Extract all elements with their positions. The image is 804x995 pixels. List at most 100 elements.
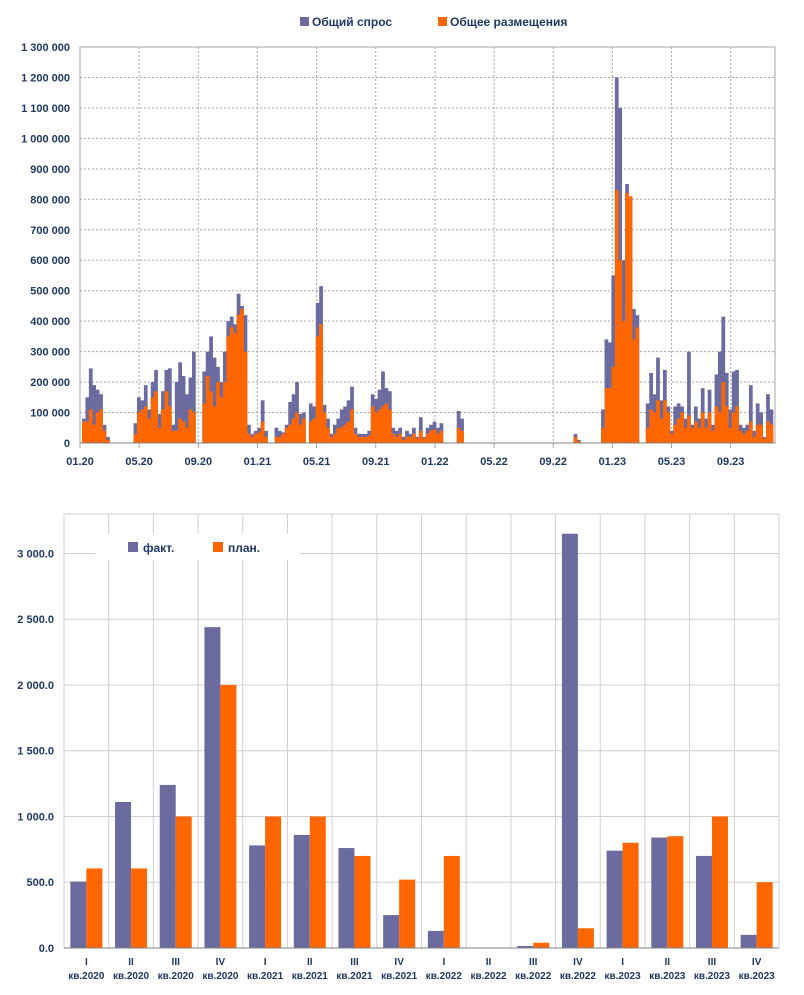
bar-placed (618, 260, 623, 443)
bar-placed (735, 406, 739, 443)
bar-placed (137, 412, 141, 443)
bar-placed (669, 433, 674, 443)
y-tick-label: 1 500.0 (17, 746, 54, 758)
bar-demand (755, 403, 760, 443)
bar-placed (140, 409, 145, 443)
y-tick-label: 200 000 (30, 377, 70, 389)
bar-fact (651, 837, 668, 948)
bar-fact (695, 855, 712, 948)
bar-demand (649, 372, 653, 443)
x-tick-label: 01.22 (421, 456, 449, 468)
bar-placed (693, 421, 698, 443)
bar-placed (601, 427, 605, 443)
bar-demand (92, 385, 97, 443)
y-tick-label: 3 000.0 (17, 548, 54, 560)
bar-placed (99, 409, 103, 443)
x-tick-label-quarter: III (529, 957, 538, 968)
x-tick-label-quarter: I (85, 957, 88, 968)
bar-placed (188, 409, 193, 443)
bar-demand (687, 351, 691, 443)
bar-placed (697, 427, 702, 443)
bar-placed (405, 436, 409, 443)
bar-placed (353, 433, 358, 443)
bar-placed (391, 433, 396, 443)
x-tick-label-year: кв.2023 (605, 971, 642, 982)
bar-demand (88, 368, 93, 443)
bar-placed (649, 409, 653, 443)
bar-placed (315, 336, 320, 443)
bar-placed (652, 412, 657, 443)
bar-placed (360, 436, 365, 443)
bar-placed (154, 391, 158, 443)
bar-demand (85, 397, 90, 443)
bar-demand (274, 427, 279, 443)
bar-placed (192, 412, 196, 443)
bar-placed (759, 424, 763, 443)
bar-placed (185, 427, 189, 443)
bar-placed (243, 351, 248, 443)
x-tick-label-quarter: II (307, 957, 313, 968)
x-tick-label-quarter: I (621, 957, 624, 968)
bar-demand (721, 316, 726, 443)
bar-placed (614, 190, 619, 443)
bar-fact (383, 915, 400, 948)
bar-placed (202, 403, 207, 443)
legend-label: факт. (143, 541, 174, 555)
bar-placed (394, 436, 399, 443)
bar-placed (401, 439, 406, 443)
bar-placed (88, 409, 93, 443)
y-tick-label: 500.0 (26, 877, 54, 889)
legend-swatch (213, 542, 223, 552)
x-tick-label-quarter: IV (573, 957, 583, 968)
y-tick-label: 500 000 (30, 286, 70, 298)
bar-placed (687, 415, 691, 443)
bar-placed (676, 418, 681, 443)
bar-demand (577, 439, 581, 443)
bar-demand (611, 275, 616, 443)
y-tick-label: 2 500.0 (17, 614, 54, 626)
x-tick-label-year: кв.2020 (113, 971, 150, 982)
bar-plan (622, 842, 639, 948)
bar-fact (115, 802, 132, 948)
y-tick-label: 1 200 000 (21, 72, 70, 84)
bar-placed (745, 430, 750, 443)
legend-box (95, 534, 300, 560)
bar-placed (683, 427, 688, 443)
x-tick-label-year: кв.2022 (470, 971, 507, 982)
bar-placed (312, 418, 317, 443)
bar-placed (398, 433, 403, 443)
demand-placement-chart: Общий спрос Общее размещения 0 100 000 200 0… (21, 15, 776, 468)
bar-placed (319, 324, 323, 443)
bar-placed (456, 427, 461, 443)
bar-placed (95, 412, 100, 443)
bar-placed (718, 412, 722, 443)
bar-demand (212, 357, 217, 443)
bar-fact (561, 533, 578, 948)
legend-swatch (300, 17, 309, 26)
bar-placed (762, 438, 767, 443)
bar-placed (288, 424, 293, 443)
bar-demand (735, 369, 739, 443)
bar-placed (635, 327, 640, 443)
x-tick-label: 01.23 (599, 456, 627, 468)
bar-placed (260, 421, 265, 443)
bar-placed (690, 427, 695, 443)
bar-placed (322, 412, 327, 443)
bar-placed (357, 436, 361, 443)
y-tick-label: 800 000 (30, 194, 70, 206)
bar-placed (157, 427, 162, 443)
bar-placed (755, 424, 760, 443)
bar-demand (718, 351, 722, 443)
bar-placed (607, 388, 612, 443)
bar-placed (147, 418, 152, 443)
x-tick-label-year: кв.2020 (68, 971, 105, 982)
x-tick-label: 05.21 (303, 456, 331, 468)
bar-placed (752, 436, 757, 443)
bar-fact (740, 934, 757, 948)
bar-placed (167, 406, 172, 443)
y-tick-label: 1 100 000 (21, 103, 70, 115)
bar-placed (621, 321, 626, 443)
bar-placed (439, 430, 444, 443)
bar-placed (205, 375, 210, 443)
bar-placed (700, 412, 705, 443)
